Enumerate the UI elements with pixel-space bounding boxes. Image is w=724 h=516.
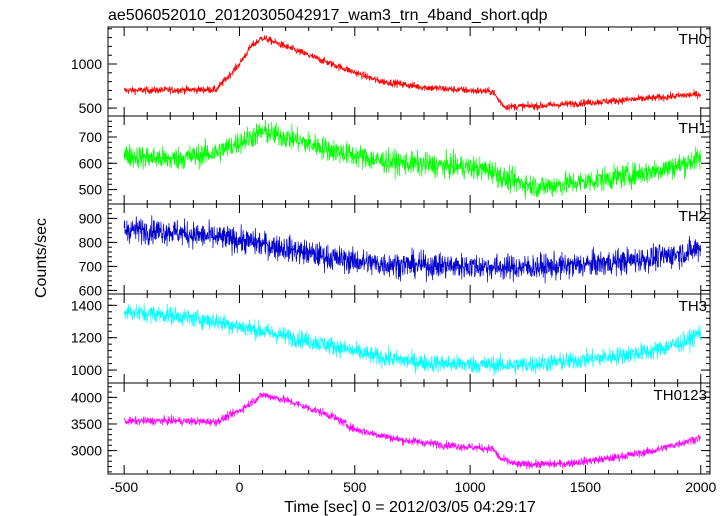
panel-frame (107, 382, 711, 475)
panel-label: TH0123 (654, 387, 707, 404)
panel-th2: TH2 600 700 800 900 (79, 203, 711, 298)
series-th1 (123, 119, 702, 200)
y-tick-label: 700 (79, 129, 103, 145)
y-tick-label: 1400 (71, 297, 102, 313)
y-tick-label: 500 (79, 182, 103, 198)
panel-th3: TH3 1000 1200 1400 (71, 293, 711, 384)
y-tick-label: 4000 (71, 389, 102, 405)
panel-th0123: TH0123 3000 3500 4000 (71, 382, 711, 475)
series-th3 (123, 302, 702, 377)
y-tick-label: 1000 (71, 362, 102, 378)
panel-label: TH0 (679, 31, 707, 48)
x-tick-label: 0 (236, 479, 244, 495)
series-th0 (123, 35, 702, 112)
y-axis-label: Counts/sec (33, 218, 50, 298)
x-tick-label: 2000 (685, 479, 716, 495)
y-tick-label: 800 (79, 234, 103, 250)
x-tick-label: 1000 (455, 479, 486, 495)
y-tick-label: 500 (79, 100, 103, 116)
y-tick-label: 3000 (71, 443, 102, 459)
y-tick-label: 600 (79, 155, 103, 171)
panel-frame (107, 115, 711, 205)
panel-label: TH2 (679, 208, 707, 225)
y-tick-label: 1000 (71, 56, 102, 72)
panel-frame (107, 26, 711, 117)
series-th0123 (123, 392, 702, 470)
y-tick-label: 1200 (71, 330, 102, 346)
panels: TH0 500 1000 TH1 500 600 700 TH2 600 700 800 900 TH3… (71, 26, 717, 495)
panel-label: TH3 (679, 298, 707, 315)
panel-label: TH1 (679, 120, 707, 137)
x-axis-label: Time [sec] 0 = 2012/03/05 04:29:17 (284, 499, 536, 516)
y-tick-label: 600 (79, 282, 103, 298)
x-tick-label: -500 (110, 479, 138, 495)
series-th2 (123, 215, 702, 284)
panel-th1: TH1 500 600 700 (79, 115, 711, 205)
x-tick-label: 500 (343, 479, 367, 495)
panel-frame (107, 203, 711, 295)
x-tick-label: 1500 (570, 479, 601, 495)
y-tick-label: 900 (79, 210, 103, 226)
panel-frame (107, 293, 711, 384)
panel-th0: TH0 500 1000 (71, 26, 711, 117)
y-tick-label: 700 (79, 258, 103, 274)
chart-title: ae506052010_20120305042917_wam3_trn_4ban… (108, 7, 548, 24)
y-tick-label: 3500 (71, 416, 102, 432)
